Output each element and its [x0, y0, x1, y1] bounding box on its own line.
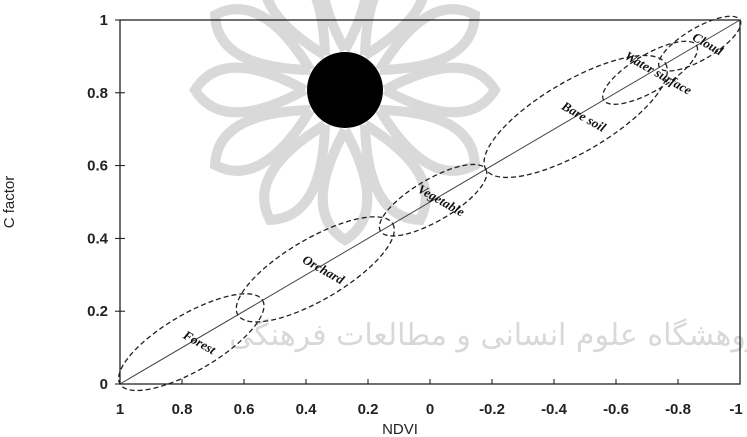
y-axis: 0 0.2 0.4 0.6 0.8 1: [87, 12, 125, 393]
watermark-petal: [375, 4, 481, 75]
y-tick-label: 0.4: [87, 230, 109, 247]
watermark-core: [307, 52, 383, 128]
watermark-petal: [317, 127, 373, 246]
watermark-petal: [189, 62, 308, 118]
x-tick-label: 0.8: [172, 401, 193, 418]
watermark-petal: [319, 0, 371, 53]
watermark-petal: [360, 0, 428, 60]
class-label: Orchard: [300, 252, 347, 288]
class-ellipse: [657, 15, 742, 72]
watermark-petal: [209, 4, 315, 75]
watermark-emblem: [189, 0, 501, 246]
class-label: Cloud: [690, 29, 726, 58]
fit-line: [119, 19, 741, 385]
x-tick-label: -0.8: [665, 401, 691, 418]
y-tick-label: 0.8: [87, 85, 108, 102]
watermark-petal: [259, 120, 330, 226]
y-tick-label: 0.2: [87, 303, 108, 320]
x-tick-label: 0: [426, 401, 434, 418]
y-axis-title: C factor: [1, 176, 18, 229]
x-tick-label: 1: [116, 401, 124, 418]
x-axis: 1 0.8 0.6 0.4 0.2 0 -0.2 -0.4 -0.6 -0.8 -1: [116, 379, 743, 418]
y-tick-label: 1: [100, 12, 108, 29]
watermark-text: پژوهشگاه علوم انسانی و مطالعات فرهنگی: [229, 318, 747, 353]
watermark-petal: [382, 62, 501, 118]
class-ellipse: [602, 40, 699, 105]
class-ellipse: [483, 54, 669, 179]
class-label: Forest: [180, 327, 219, 358]
watermark-petal: [209, 105, 315, 176]
class-label: Bare soil: [558, 98, 608, 135]
x-axis-title: NDVI: [382, 421, 418, 437]
x-tick-label: 0.4: [296, 401, 318, 418]
watermark-petal: [262, 0, 330, 60]
x-tick-label: -1: [729, 401, 742, 418]
x-tick-label: -0.6: [603, 401, 629, 418]
x-tick-label: 0.2: [358, 401, 379, 418]
class-ellipse: [117, 293, 265, 392]
watermark-petal: [360, 120, 431, 226]
y-tick-label: 0: [100, 376, 108, 393]
class-ellipse: [235, 216, 395, 323]
x-tick-label: -0.4: [541, 401, 568, 418]
y-tick-label: 0.6: [87, 158, 108, 175]
class-ellipses: [117, 15, 742, 392]
class-label: Water surface: [622, 48, 694, 98]
x-tick-label: 0.6: [234, 401, 255, 418]
x-tick-label: -0.2: [479, 401, 505, 418]
